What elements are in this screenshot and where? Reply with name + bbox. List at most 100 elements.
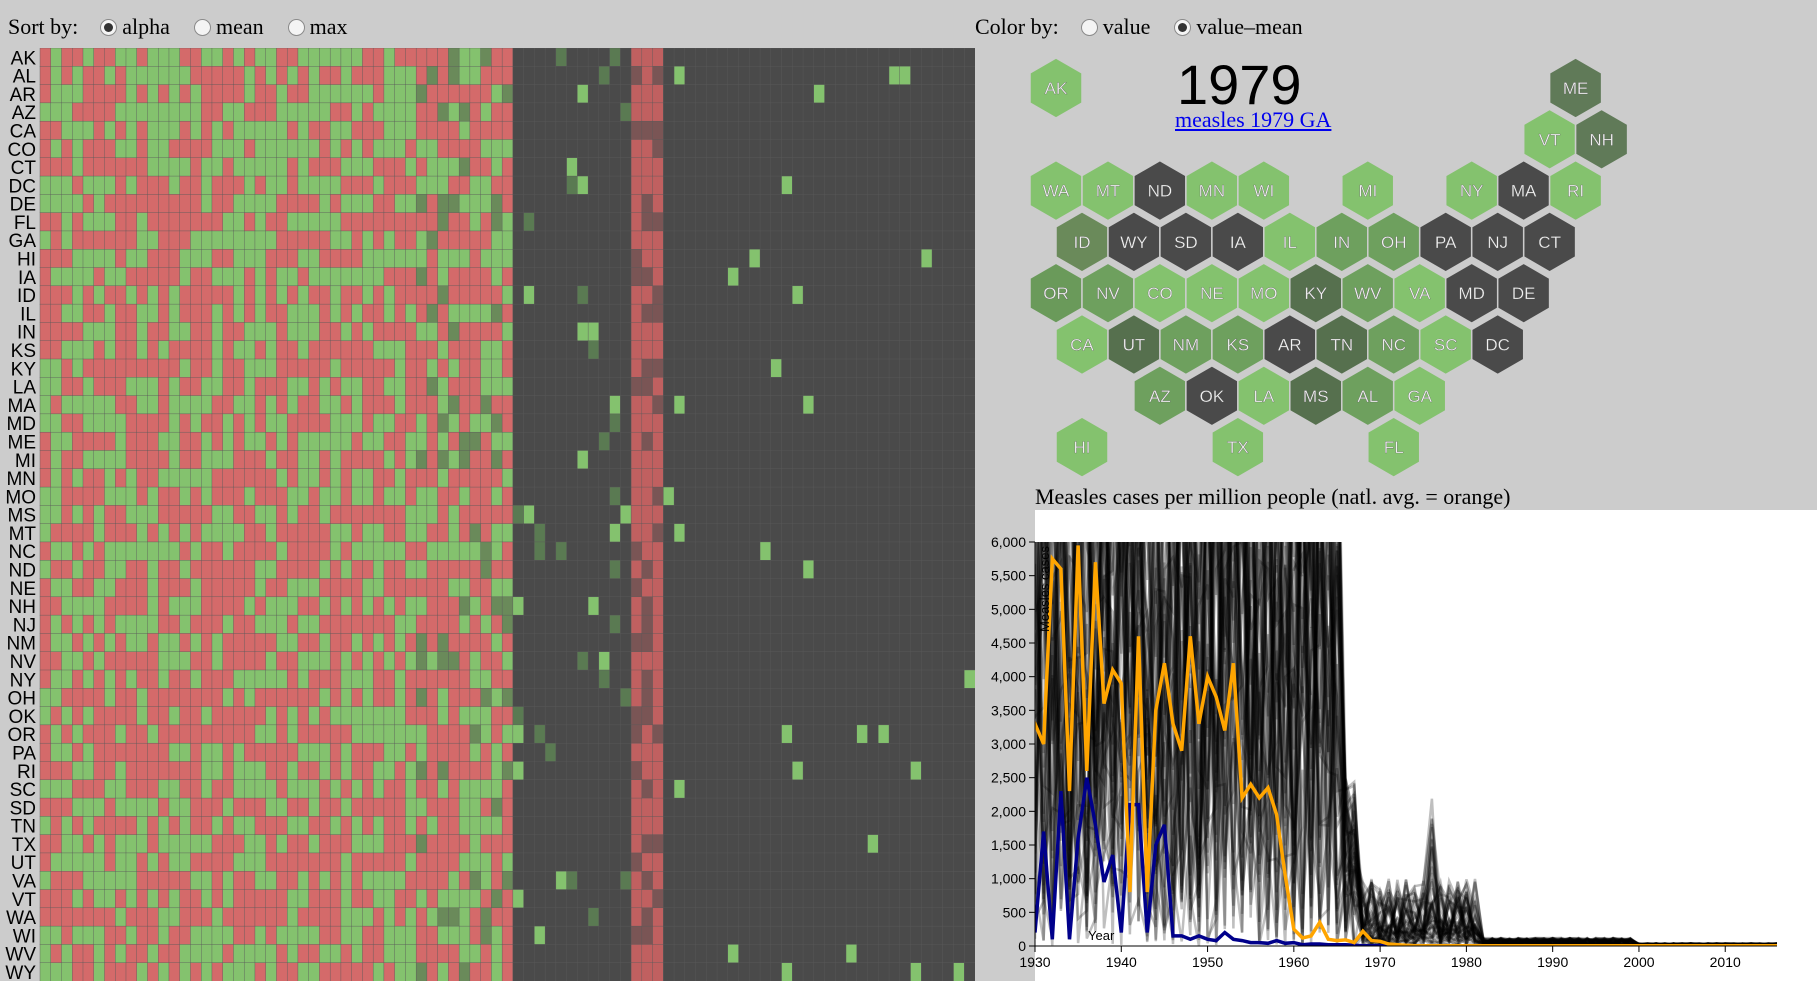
heatmap-cell[interactable] — [362, 834, 374, 854]
heatmap-cell[interactable] — [792, 871, 804, 890]
heatmap-cell[interactable] — [759, 212, 772, 232]
heatmap-cell[interactable] — [749, 175, 761, 195]
heatmap-cell[interactable] — [211, 486, 224, 506]
heatmap-cell[interactable] — [351, 962, 363, 981]
heatmap-cell[interactable] — [39, 633, 52, 653]
heatmap-cell[interactable] — [61, 212, 73, 232]
heatmap-cell[interactable] — [319, 651, 331, 671]
hex-state-wv[interactable]: WV — [1341, 262, 1395, 325]
heatmap-cell[interactable] — [523, 285, 535, 305]
heatmap-cell[interactable] — [706, 395, 718, 415]
heatmap-cell[interactable] — [577, 48, 589, 67]
heatmap-cell[interactable] — [641, 303, 653, 323]
heatmap-cell[interactable] — [566, 633, 578, 653]
heatmap-cell[interactable] — [491, 925, 503, 945]
heatmap-cell[interactable] — [587, 706, 600, 726]
heatmap-cell[interactable] — [158, 230, 170, 250]
heatmap-cell[interactable] — [910, 84, 922, 104]
heatmap-cell[interactable] — [555, 889, 568, 909]
heatmap-cell[interactable] — [426, 431, 439, 451]
heatmap-cell[interactable] — [233, 267, 245, 287]
heatmap-cell[interactable] — [480, 66, 492, 85]
heatmap-cell[interactable] — [297, 596, 310, 616]
heatmap-cell[interactable] — [544, 395, 557, 415]
heatmap-cell[interactable] — [878, 871, 890, 890]
heatmap-cell[interactable] — [394, 578, 406, 598]
heatmap-cell[interactable] — [534, 340, 546, 360]
heatmap-cell[interactable] — [566, 157, 578, 177]
heatmap-cell[interactable] — [362, 596, 374, 616]
heatmap-cell[interactable] — [104, 194, 116, 214]
heatmap-cell[interactable] — [190, 450, 202, 470]
heatmap-cell[interactable] — [329, 871, 342, 890]
heatmap-cell[interactable] — [792, 797, 804, 817]
heatmap-cell[interactable] — [254, 303, 267, 323]
heatmap-cell[interactable] — [942, 450, 954, 470]
heatmap-cell[interactable] — [835, 431, 847, 451]
heatmap-cell[interactable] — [93, 541, 105, 561]
heatmap-cell[interactable] — [523, 669, 535, 689]
heatmap-cell[interactable] — [351, 688, 363, 707]
heatmap-cell[interactable] — [620, 578, 632, 598]
heatmap-cell[interactable] — [598, 230, 610, 250]
heatmap-cell[interactable] — [265, 194, 277, 214]
heatmap-cell[interactable] — [749, 486, 761, 506]
heatmap-cell[interactable] — [609, 102, 621, 122]
heatmap-cell[interactable] — [286, 651, 299, 671]
heatmap-cell[interactable] — [759, 651, 772, 671]
heatmap-cell[interactable] — [372, 816, 385, 836]
heatmap-cell[interactable] — [491, 486, 503, 506]
heatmap-cell[interactable] — [233, 962, 245, 981]
heatmap-cell[interactable] — [770, 102, 782, 122]
heatmap-cell[interactable] — [405, 523, 417, 543]
heatmap-cell[interactable] — [125, 212, 138, 232]
heatmap-cell[interactable] — [437, 175, 449, 195]
heatmap-cell[interactable] — [845, 724, 858, 744]
heatmap-cell[interactable] — [243, 596, 256, 616]
heatmap-cell[interactable] — [544, 486, 557, 506]
heatmap-cell[interactable] — [179, 66, 191, 85]
heatmap-cell[interactable] — [781, 120, 793, 140]
heatmap-cell[interactable] — [286, 212, 299, 232]
heatmap-cell[interactable] — [297, 450, 310, 470]
heatmap-cell[interactable] — [534, 431, 546, 451]
heatmap-cell[interactable] — [394, 614, 406, 634]
heatmap-cell[interactable] — [931, 505, 944, 525]
heatmap-cell[interactable] — [168, 578, 181, 598]
heatmap-cell[interactable] — [501, 944, 514, 964]
heatmap-cell[interactable] — [878, 925, 890, 945]
heatmap-cell[interactable] — [405, 797, 417, 817]
heatmap-cell[interactable] — [931, 925, 944, 945]
heatmap-cell[interactable] — [480, 249, 492, 268]
heatmap-cell[interactable] — [254, 84, 267, 104]
heatmap-cell[interactable] — [469, 724, 482, 744]
heatmap-cell[interactable] — [738, 175, 750, 195]
heatmap-cell[interactable] — [727, 541, 739, 561]
hex-state-al[interactable]: AL — [1341, 364, 1395, 427]
heatmap-cell[interactable] — [684, 651, 696, 671]
heatmap-cell[interactable] — [426, 962, 439, 981]
heatmap-cell[interactable] — [781, 578, 793, 598]
heatmap-cell[interactable] — [888, 84, 901, 104]
heatmap-cell[interactable] — [286, 340, 299, 360]
heatmap-cell[interactable] — [587, 944, 600, 964]
heatmap-cell[interactable] — [394, 212, 406, 232]
heatmap-cell[interactable] — [50, 102, 62, 122]
heatmap-cell[interactable] — [201, 48, 213, 67]
heatmap-cell[interactable] — [964, 578, 975, 598]
heatmap-cell[interactable] — [297, 871, 310, 890]
heatmap-cell[interactable] — [265, 322, 277, 342]
heatmap-cell[interactable] — [61, 48, 73, 67]
heatmap-cell[interactable] — [72, 48, 84, 67]
heatmap-cell[interactable] — [544, 523, 557, 543]
heatmap-cell[interactable] — [781, 614, 793, 634]
heatmap-cell[interactable] — [115, 889, 127, 909]
heatmap-cell[interactable] — [534, 450, 546, 470]
heatmap-cell[interactable] — [781, 962, 793, 981]
heatmap-cell[interactable] — [233, 834, 245, 854]
heatmap-cell[interactable] — [340, 84, 353, 104]
heatmap-cell[interactable] — [448, 267, 460, 287]
heatmap-cell[interactable] — [93, 816, 105, 836]
heatmap-cell[interactable] — [598, 761, 610, 781]
heatmap-cell[interactable] — [115, 66, 127, 85]
